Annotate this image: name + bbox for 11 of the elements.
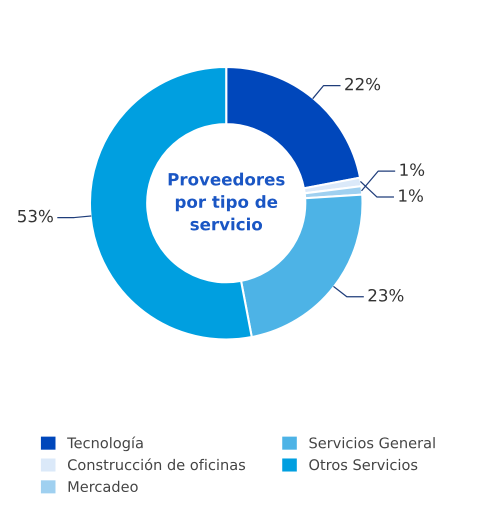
legend-label: Tecnología bbox=[67, 436, 143, 452]
legend-label: Otros Servicios bbox=[309, 458, 418, 470]
data-label: 23% bbox=[368, 288, 404, 302]
legend-label: Servicios General bbox=[309, 437, 435, 448]
data-label: 1% bbox=[399, 189, 423, 202]
legend-label: Mercadeo bbox=[68, 480, 138, 492]
data-label: 53% bbox=[18, 210, 53, 222]
text: Proveedores por tipo de servicio bbox=[168, 172, 285, 230]
data-label: 22% bbox=[345, 78, 380, 90]
data-label: 1% bbox=[400, 163, 424, 176]
legend-label: Construcción de oficinas bbox=[68, 458, 246, 470]
